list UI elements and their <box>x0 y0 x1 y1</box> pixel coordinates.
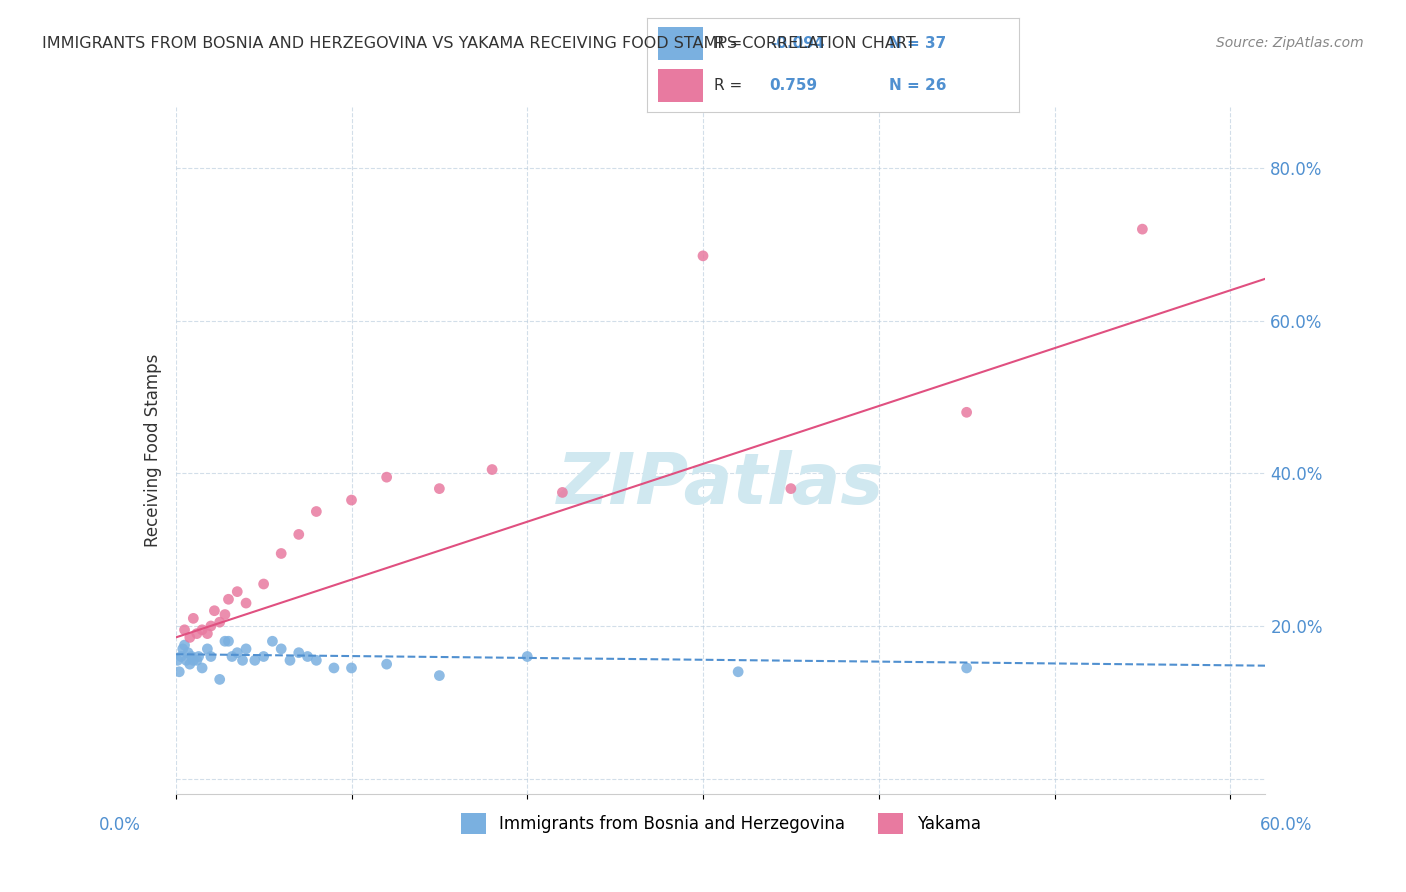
Point <box>427 482 450 496</box>
Point <box>221 649 243 664</box>
Point <box>186 653 208 667</box>
Point <box>375 657 398 672</box>
Point <box>183 653 205 667</box>
Point <box>270 546 292 561</box>
Point <box>427 668 450 682</box>
Point <box>214 634 236 648</box>
Point <box>270 641 292 656</box>
Point <box>253 649 276 664</box>
Point <box>297 649 319 664</box>
Point <box>191 623 214 637</box>
Point <box>180 649 202 664</box>
Point <box>516 649 538 664</box>
Point <box>231 653 254 667</box>
Point <box>1132 222 1154 236</box>
Point <box>169 665 191 679</box>
Text: N = 26: N = 26 <box>889 78 946 94</box>
Text: R =: R = <box>714 36 747 51</box>
Point <box>204 604 226 618</box>
Point <box>278 653 301 667</box>
Point <box>288 646 311 660</box>
Point <box>179 631 201 645</box>
Point <box>183 611 205 625</box>
Point <box>179 657 201 672</box>
Point <box>195 641 219 656</box>
Point <box>340 493 363 508</box>
Point <box>214 607 236 622</box>
FancyBboxPatch shape <box>658 70 703 103</box>
Text: 0.759: 0.759 <box>769 78 818 94</box>
Point <box>727 665 749 679</box>
Point <box>956 405 979 419</box>
Point <box>174 653 197 667</box>
Point <box>166 653 188 667</box>
Text: 0.0%: 0.0% <box>98 815 141 833</box>
Y-axis label: Receiving Food Stamps: Receiving Food Stamps <box>143 354 162 547</box>
Point <box>288 527 311 541</box>
Point <box>551 485 574 500</box>
Point <box>235 641 257 656</box>
Point <box>186 626 208 640</box>
Point <box>305 653 328 667</box>
Point <box>340 661 363 675</box>
Point <box>375 470 398 484</box>
Text: IMMIGRANTS FROM BOSNIA AND HERZEGOVINA VS YAKAMA RECEIVING FOOD STAMPS CORRELATI: IMMIGRANTS FROM BOSNIA AND HERZEGOVINA V… <box>42 36 915 51</box>
FancyBboxPatch shape <box>658 28 703 60</box>
Point <box>172 641 194 656</box>
Point <box>305 504 328 518</box>
Point <box>173 638 195 652</box>
Point <box>779 482 801 496</box>
Point <box>187 649 209 664</box>
Point <box>177 646 200 660</box>
Point <box>208 615 231 630</box>
Point <box>208 673 231 687</box>
Point <box>235 596 257 610</box>
Point <box>200 619 222 633</box>
Point <box>481 462 503 476</box>
Point <box>243 653 266 667</box>
Point <box>692 249 714 263</box>
Text: 60.0%: 60.0% <box>1260 815 1313 833</box>
Point <box>262 634 284 648</box>
Text: ZIPatlas: ZIPatlas <box>557 450 884 519</box>
Point <box>217 592 239 607</box>
Point <box>323 661 346 675</box>
Text: Source: ZipAtlas.com: Source: ZipAtlas.com <box>1216 36 1364 50</box>
Point <box>173 623 195 637</box>
Point <box>191 661 214 675</box>
Text: R =: R = <box>714 78 747 94</box>
Text: N = 37: N = 37 <box>889 36 946 51</box>
Point <box>226 584 249 599</box>
Point <box>195 626 219 640</box>
Point <box>217 634 239 648</box>
Point <box>226 646 249 660</box>
Point <box>200 649 222 664</box>
Legend: Immigrants from Bosnia and Herzegovina, Yakama: Immigrants from Bosnia and Herzegovina, … <box>454 807 987 840</box>
Point <box>170 649 193 664</box>
Point <box>253 577 276 591</box>
Text: -0.094: -0.094 <box>769 36 824 51</box>
Point <box>956 661 979 675</box>
